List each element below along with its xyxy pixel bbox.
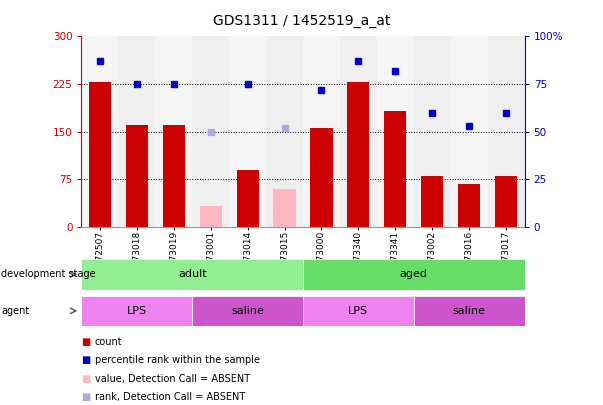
Bar: [126, 125, 148, 227]
Text: saline: saline: [453, 306, 485, 316]
Bar: [347, 82, 370, 227]
Bar: [200, 207, 222, 227]
Text: GDS1311 / 1452519_a_at: GDS1311 / 1452519_a_at: [213, 14, 390, 28]
Bar: [451, 36, 488, 227]
Bar: [340, 36, 377, 227]
Bar: [495, 176, 517, 227]
Bar: [303, 296, 414, 326]
Text: aged: aged: [400, 269, 428, 279]
Text: percentile rank within the sample: percentile rank within the sample: [95, 356, 260, 365]
Bar: [81, 296, 192, 326]
Text: adult: adult: [178, 269, 206, 279]
Bar: [118, 36, 156, 227]
Text: count: count: [95, 337, 122, 347]
Bar: [488, 36, 525, 227]
Text: LPS: LPS: [127, 306, 147, 316]
Bar: [156, 36, 192, 227]
Text: ■: ■: [81, 374, 90, 384]
Text: ■: ■: [81, 392, 90, 402]
Bar: [311, 128, 333, 227]
Text: saline: saline: [231, 306, 264, 316]
Bar: [266, 36, 303, 227]
Bar: [303, 36, 340, 227]
Bar: [303, 259, 525, 290]
Bar: [89, 82, 111, 227]
Bar: [192, 36, 229, 227]
Bar: [414, 36, 451, 227]
Bar: [414, 296, 525, 326]
Bar: [229, 36, 266, 227]
Text: ■: ■: [81, 356, 90, 365]
Text: ■: ■: [81, 337, 90, 347]
Bar: [163, 125, 185, 227]
Bar: [192, 296, 303, 326]
Bar: [274, 189, 295, 227]
Text: agent: agent: [1, 306, 30, 316]
Bar: [81, 36, 118, 227]
Bar: [377, 36, 414, 227]
Text: rank, Detection Call = ABSENT: rank, Detection Call = ABSENT: [95, 392, 245, 402]
Bar: [81, 259, 303, 290]
Bar: [421, 176, 443, 227]
Text: development stage: development stage: [1, 269, 96, 279]
Text: value, Detection Call = ABSENT: value, Detection Call = ABSENT: [95, 374, 250, 384]
Bar: [236, 170, 259, 227]
Bar: [384, 111, 406, 227]
Bar: [458, 183, 480, 227]
Text: LPS: LPS: [349, 306, 368, 316]
